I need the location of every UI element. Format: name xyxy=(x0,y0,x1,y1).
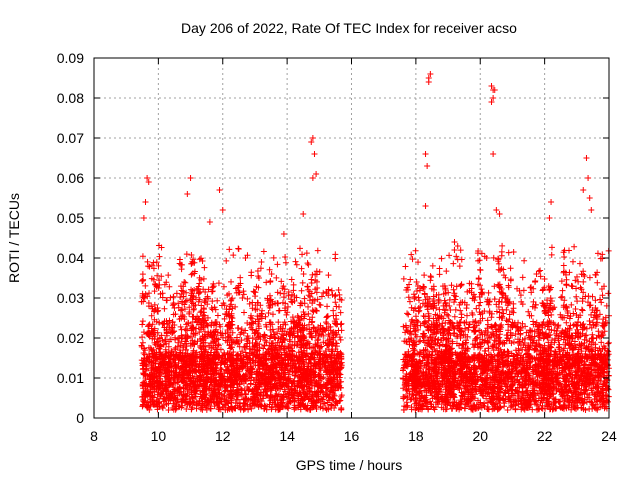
data-point xyxy=(317,302,324,309)
data-points xyxy=(138,71,612,413)
data-point xyxy=(255,284,262,291)
data-point xyxy=(261,385,268,392)
data-point xyxy=(230,348,237,355)
data-point xyxy=(237,274,244,281)
data-point xyxy=(215,280,222,287)
data-point xyxy=(145,263,152,270)
data-point xyxy=(222,387,229,394)
data-point xyxy=(300,271,307,278)
data-point xyxy=(289,299,296,306)
data-point xyxy=(288,385,295,392)
data-point xyxy=(159,405,166,412)
data-point xyxy=(337,309,344,316)
data-point xyxy=(172,406,179,413)
data-point xyxy=(305,292,312,299)
data-point xyxy=(193,373,200,380)
data-point xyxy=(207,405,214,412)
data-point xyxy=(244,295,251,302)
data-point xyxy=(177,323,184,330)
data-point xyxy=(300,309,307,316)
data-point xyxy=(270,254,277,261)
data-point xyxy=(262,337,269,344)
data-point xyxy=(314,247,321,254)
data-point xyxy=(296,245,303,252)
data-point xyxy=(283,311,290,318)
data-point xyxy=(215,405,222,412)
data-point xyxy=(293,261,300,268)
data-point xyxy=(220,283,227,290)
data-point xyxy=(249,334,256,341)
data-point xyxy=(282,253,289,260)
data-point xyxy=(183,297,190,304)
data-point xyxy=(221,315,228,322)
data-point xyxy=(260,345,267,352)
data-point xyxy=(238,329,245,336)
data-point xyxy=(186,395,193,402)
data-point xyxy=(142,282,149,289)
data-point xyxy=(284,303,291,310)
data-point xyxy=(239,348,246,355)
data-point xyxy=(235,245,242,252)
data-point xyxy=(226,246,233,253)
data-point xyxy=(183,321,190,328)
data-point xyxy=(318,293,325,300)
data-point xyxy=(274,261,281,268)
data-point xyxy=(316,268,323,275)
data-point xyxy=(238,326,245,333)
chart-title: Day 206 of 2022, Rate Of TEC Index for r… xyxy=(181,20,517,36)
data-point xyxy=(239,294,246,301)
data-point xyxy=(305,310,312,317)
data-point xyxy=(324,303,331,310)
data-point xyxy=(267,296,274,303)
data-point xyxy=(228,278,235,285)
